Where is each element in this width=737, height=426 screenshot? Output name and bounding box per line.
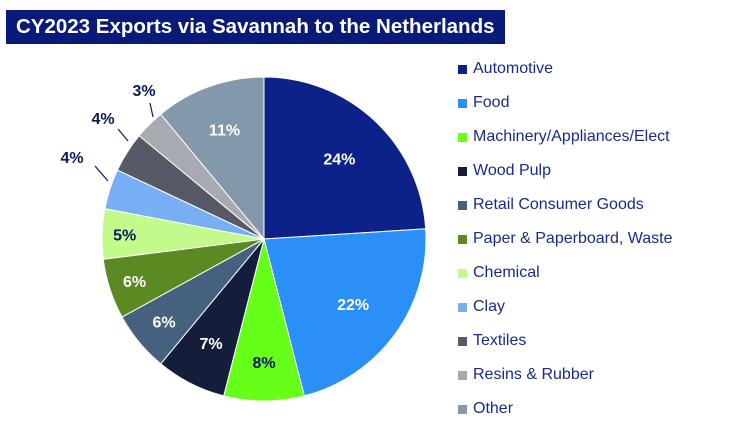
legend-item-3: Machinery/Appliances/Elect (458, 120, 673, 154)
legend-label: Automotive (473, 60, 554, 77)
leader-line-9 (117, 128, 129, 142)
legend-item-5: Retail Consumer Goods (458, 188, 673, 222)
legend-swatch (458, 302, 467, 312)
slice-label-9: 4% (91, 111, 114, 128)
legend-swatch (458, 64, 467, 74)
legend-label: Resins & Rubber (473, 366, 594, 383)
legend-item-11: Other (458, 392, 673, 426)
legend-label: Paper & Paperboard, Waste (473, 230, 673, 247)
legend-item-9: Textiles (458, 324, 673, 358)
pie-slice-2 (263, 228, 427, 397)
legend-label: Other (473, 400, 514, 417)
legend-swatch (458, 234, 467, 244)
legend-label: Food (473, 94, 510, 111)
legend-item-6: Paper & Paperboard, Waste (458, 222, 673, 256)
leader-line-10 (149, 102, 154, 118)
legend-swatch (458, 336, 467, 346)
legend-item-1: Automotive (458, 52, 673, 86)
legend-item-4: Wood Pulp (458, 154, 673, 188)
slice-label-10: 3% (132, 83, 155, 100)
chart-legend: Automotive Food Machinery/Appliances/Elect… (458, 52, 673, 426)
legend-swatch (458, 166, 467, 176)
pie-slice-1 (263, 76, 427, 240)
legend-label: Chemical (473, 264, 540, 281)
slice-label-11: 11% (209, 122, 240, 139)
slice-label-4: 7% (199, 336, 222, 353)
legend-item-2: Food (458, 86, 673, 120)
legend-swatch (458, 98, 467, 108)
legend-label: Clay (473, 298, 506, 315)
slice-label-3: 8% (252, 355, 275, 372)
slice-label-1: 24% (323, 152, 355, 169)
legend-item-10: Resins & Rubber (458, 358, 673, 392)
slice-label-7: 5% (113, 228, 136, 245)
legend-label: Machinery/Appliances/Elect (473, 128, 670, 145)
legend-label: Retail Consumer Goods (473, 196, 644, 213)
legend-swatch (458, 404, 467, 414)
slice-label-2: 22% (337, 297, 369, 314)
pie-slice-11 (160, 76, 265, 241)
legend-label: Textiles (473, 332, 527, 349)
legend-label: Wood Pulp (473, 162, 551, 179)
slice-label-6: 6% (123, 274, 146, 291)
legend-item-7: Chemical (458, 256, 673, 290)
legend-swatch (458, 370, 467, 380)
slice-label-8: 4% (60, 150, 83, 167)
slice-label-5: 6% (153, 315, 176, 332)
legend-item-8: Clay (458, 290, 673, 324)
legend-swatch (458, 132, 467, 142)
leader-line-8 (94, 165, 109, 182)
legend-swatch (458, 268, 467, 278)
legend-swatch (458, 200, 467, 210)
chart-title: CY2023 Exports via Savannah to the Nethe… (6, 10, 505, 44)
